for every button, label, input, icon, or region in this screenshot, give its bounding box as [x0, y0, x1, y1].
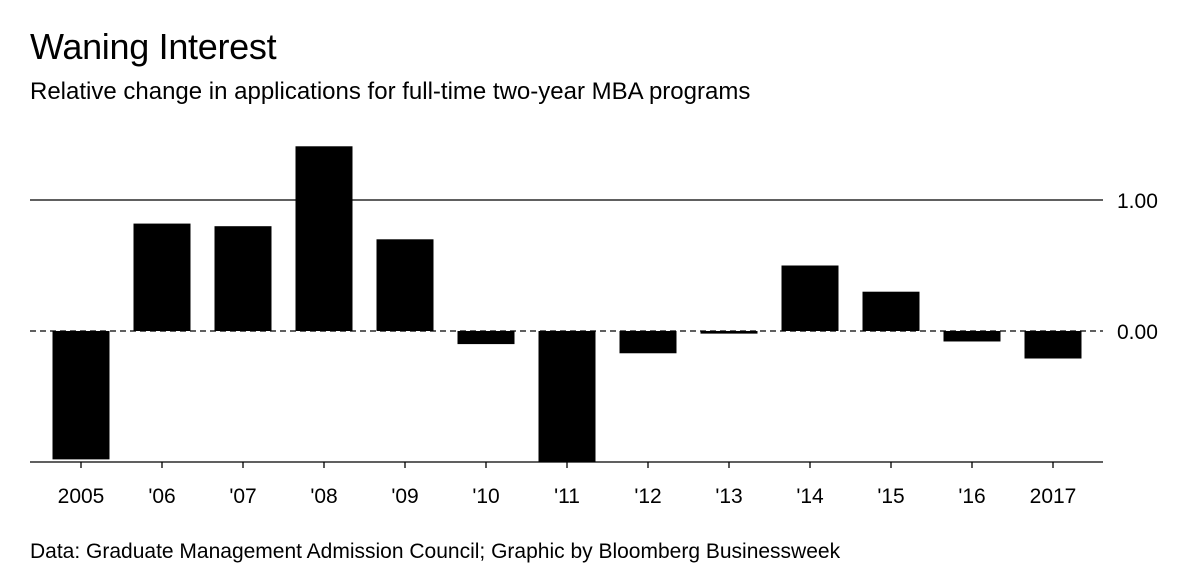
bar-'16 — [943, 331, 1001, 342]
bar-'12 — [619, 331, 677, 354]
x-tick-label: 2017 — [1030, 485, 1077, 508]
x-tick-label: '16 — [958, 485, 985, 508]
y-tick-label: 0.00 — [1117, 321, 1158, 344]
x-axis-labels: 2005 '06 '07 '08 '09 '10 '11 '12 '13 '14 '15 '16 201… — [58, 485, 1077, 508]
bar-'07 — [214, 226, 272, 331]
x-tick-label: '10 — [472, 485, 499, 508]
x-tick-label: '11 — [554, 485, 580, 508]
y-axis-labels: 1.00 0.00 — [1117, 190, 1158, 344]
x-tick-label: '15 — [877, 485, 904, 508]
bar-'14 — [781, 265, 839, 331]
x-tick-label: '09 — [391, 485, 418, 508]
x-tick-label: '12 — [634, 485, 661, 508]
bar-'15 — [862, 291, 920, 331]
x-tick-label: '14 — [796, 485, 824, 508]
bar-2017 — [1024, 331, 1082, 359]
bar-2005 — [52, 331, 110, 460]
bar-'13 — [700, 331, 758, 334]
source-note: Data: Graduate Management Admission Coun… — [30, 540, 841, 563]
x-tick-label: '07 — [229, 485, 256, 508]
bar-'11 — [538, 331, 596, 462]
x-tick-label: 2005 — [58, 485, 105, 508]
x-tick-label: '13 — [715, 485, 742, 508]
bar-'06 — [133, 223, 191, 331]
y-tick-label: 1.00 — [1117, 190, 1158, 213]
bars — [52, 146, 1082, 462]
bar-'08 — [295, 146, 353, 331]
bar-'10 — [457, 331, 515, 345]
chart-title: Waning Interest — [30, 26, 277, 67]
gridlines — [30, 199, 1103, 332]
x-axis — [30, 461, 1103, 468]
x-tick-label: '06 — [148, 485, 175, 508]
x-tick-label: '08 — [310, 485, 337, 508]
bar-'09 — [376, 239, 434, 331]
chart-subtitle: Relative change in applications for full… — [30, 78, 751, 105]
